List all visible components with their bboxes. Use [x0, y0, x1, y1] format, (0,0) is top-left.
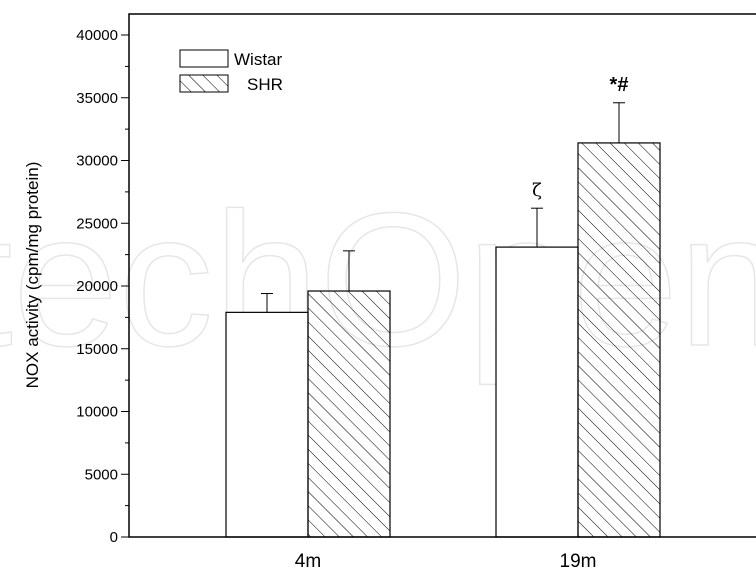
y-tick-label: 10000 — [76, 404, 118, 421]
bar-shr-19m — [577, 142, 661, 538]
y-tick-label: 15000 — [76, 341, 118, 358]
y-axis-ticks: 0 5000 10000 15000 20000 25000 30000 35000 40000 — [76, 27, 129, 546]
legend-label-wistar: Wistar — [234, 50, 283, 69]
bars-group: 4m ζ *# 19m — [225, 74, 661, 572]
bar-wistar-19m — [495, 246, 579, 538]
x-category-label: 19m — [560, 551, 597, 572]
y-tick-label: 30000 — [76, 153, 118, 170]
bar-shr-4m — [307, 290, 391, 538]
legend-swatch-wistar — [179, 49, 229, 68]
y-axis-title: NOX activity (cpm/mg protein) — [23, 162, 42, 389]
y-tick-label: 20000 — [76, 278, 118, 295]
bar-annotation: ζ — [532, 180, 542, 201]
x-category-label: 4m — [295, 551, 321, 572]
legend-label-shr: SHR — [247, 75, 283, 94]
plot-frame — [128, 13, 756, 538]
y-tick-label: 40000 — [76, 27, 118, 44]
y-tick-label: 35000 — [76, 90, 118, 107]
y-tick-label: 0 — [110, 529, 118, 546]
y-tick-label: 5000 — [85, 466, 118, 483]
bar-annotation: *# — [610, 74, 629, 96]
legend-swatch-shr — [179, 74, 229, 93]
y-tick-label: 25000 — [76, 215, 118, 232]
legend: Wistar SHR — [179, 49, 283, 94]
bar-wistar-4m — [225, 311, 309, 538]
